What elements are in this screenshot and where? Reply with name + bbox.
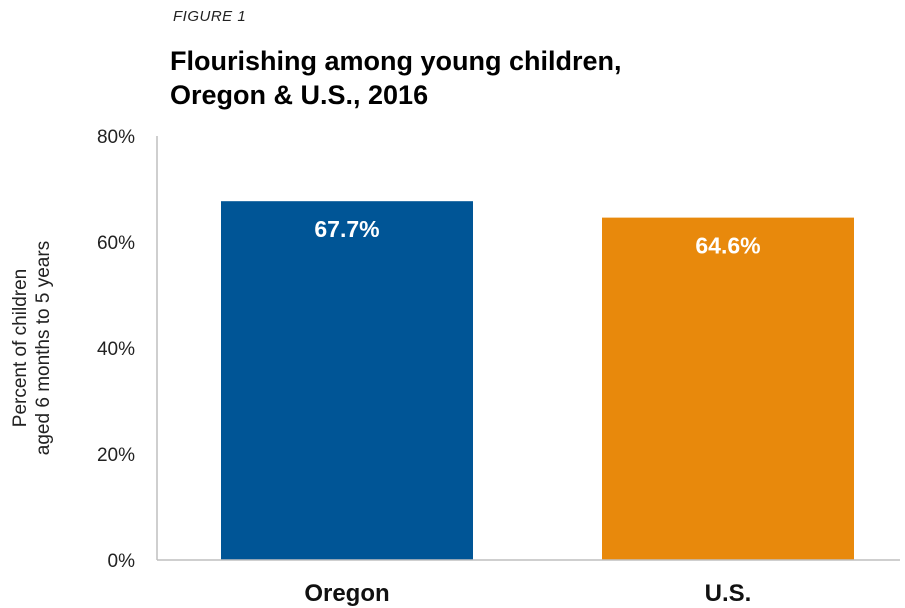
chart-title-line-2: Oregon & U.S., 2016 [170,80,429,110]
y-tick-label: 0% [108,551,136,572]
y-tick-label: 40% [97,339,135,360]
category-labels: Oregon U.S. [304,580,751,607]
bar-us [602,217,854,560]
category-label: Oregon [304,580,389,607]
bars [221,201,854,560]
data-labels: 67.7% 64.6% [314,216,760,258]
y-tick-label: 20% [97,445,135,466]
y-axis-label: Percent of children aged 6 months to 5 ye… [10,241,54,455]
data-label: 64.6% [695,233,760,259]
category-label: U.S. [705,580,752,607]
chart-title: Flourishing among young children, Oregon… [170,44,622,112]
y-tick-label: 80% [97,127,135,148]
y-axis-label-line: aged 6 months to 5 years [33,241,54,455]
data-label: 67.7% [314,216,379,242]
bar-oregon [221,201,473,560]
chart-title-line-1: Flourishing among young children, [170,46,622,76]
y-tick-label: 60% [97,233,135,254]
y-axis-label-line: Percent of children [10,269,31,427]
y-tick-labels: 0% 20% 40% 60% 80% [97,127,135,572]
figure-label: FIGURE 1 [173,8,247,25]
